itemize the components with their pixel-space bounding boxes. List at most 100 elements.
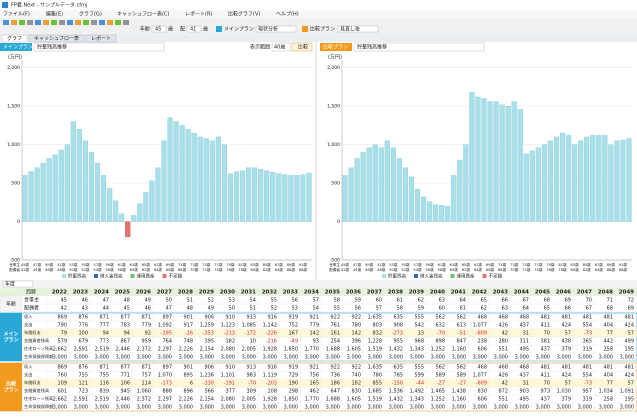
menu-item[interactable]: ヘルプ(H) <box>276 12 299 18</box>
cell: 3,000 <box>284 405 298 411</box>
toolbar-button[interactable] <box>35 20 41 25</box>
cell: 1,160 <box>452 397 466 403</box>
x-tick-label: 50歳 <box>69 267 78 272</box>
year-cell: 2035 <box>325 290 340 296</box>
cell: 2,080 <box>221 347 235 353</box>
toolbar-button[interactable] <box>75 20 81 25</box>
main-plan-field[interactable] <box>255 25 297 33</box>
bar <box>46 158 52 222</box>
spouse-field[interactable] <box>186 25 202 33</box>
y-tick-label: 1,000 <box>327 142 340 148</box>
toolbar-button[interactable] <box>51 20 57 25</box>
cell: 760 <box>57 373 67 379</box>
cell: 898 <box>435 339 445 345</box>
cell: 1,850 <box>284 397 298 403</box>
cell: 106 <box>120 381 130 387</box>
compare-graph-select[interactable] <box>353 42 485 52</box>
compare-button[interactable] <box>291 42 313 52</box>
cell: 3,000 <box>137 355 151 361</box>
toolbar-button[interactable] <box>43 20 49 25</box>
cell: 395 <box>204 339 214 345</box>
cell: 780 <box>372 373 382 379</box>
age-field[interactable] <box>151 25 167 33</box>
cell: 426 <box>498 373 508 379</box>
cell: -150 <box>392 381 403 387</box>
x-tick-label: 42歳 <box>341 267 350 272</box>
cell: 61 <box>460 306 466 312</box>
menu-item[interactable]: キャッシュフロー表(C) <box>117 11 169 18</box>
menu-item[interactable]: レポート(R) <box>185 11 212 18</box>
menu-item[interactable]: 編集(E) <box>46 11 63 18</box>
tab[interactable] <box>85 34 117 43</box>
toolbar-button[interactable] <box>27 20 33 25</box>
bar <box>131 215 137 222</box>
year-cell: 2033 <box>283 290 298 296</box>
toolbar-button[interactable] <box>107 20 113 25</box>
range-select[interactable] <box>271 42 291 52</box>
table-toolbar <box>0 280 637 288</box>
main-graph-select[interactable] <box>33 42 165 52</box>
tab-label[interactable]: レポート <box>91 35 111 42</box>
cell: 871 <box>141 315 151 321</box>
toolbar-button[interactable] <box>91 20 97 25</box>
cell: 1,928 <box>263 397 277 403</box>
cell: 10 <box>250 339 256 345</box>
toolbar-button[interactable] <box>123 20 129 25</box>
cell: 2,154 <box>200 397 214 403</box>
cell: 66 <box>565 306 571 312</box>
bar <box>408 176 415 222</box>
bar <box>541 144 547 222</box>
tab[interactable] <box>1 34 28 43</box>
menu-item[interactable]: グラフ(G) <box>79 11 102 18</box>
toolbar-button[interactable] <box>19 20 25 25</box>
cell: 871 <box>99 365 109 371</box>
toolbar-button[interactable] <box>59 20 65 25</box>
cell: 901 <box>183 365 193 371</box>
cell: 31 <box>523 381 529 387</box>
x-tick-label: 83歳 <box>251 262 260 267</box>
cell: -195 <box>161 331 172 337</box>
compare-button-label[interactable]: 比較 <box>298 44 308 51</box>
x-tick-label: 89歳 <box>287 262 296 267</box>
year-cell: 2024 <box>94 290 109 296</box>
year-cell: 2031 <box>241 290 256 296</box>
cell: 3,000 <box>578 405 592 411</box>
tab[interactable] <box>28 34 85 43</box>
cell: 48 <box>124 298 130 304</box>
tab-label[interactable]: キャッシュフロー表 <box>34 35 79 42</box>
cell: 437 <box>519 373 529 379</box>
bar <box>602 135 608 222</box>
x-tick-label: 69歳 <box>166 262 175 267</box>
x-tick-label: 72歳 <box>202 267 211 272</box>
toolbar-button[interactable] <box>99 20 105 25</box>
row-label: 配偶者 <box>24 305 39 312</box>
toolbar-button[interactable] <box>115 20 121 25</box>
main-plan-label: メインプラン <box>224 27 254 33</box>
menu-item[interactable]: ファイル(F) <box>3 12 30 18</box>
cell: 1,928 <box>263 347 277 353</box>
bar <box>529 150 535 222</box>
cell: 280 <box>498 339 508 345</box>
cell: -330 <box>203 381 214 387</box>
y-tick-label: 2,000 <box>7 65 20 71</box>
cell: 195 <box>624 397 634 403</box>
toolbar-button[interactable] <box>83 20 89 25</box>
y-tick-label: 1,000 <box>7 142 20 148</box>
cell: -273 <box>392 331 403 337</box>
table-mode-select[interactable] <box>2 280 34 288</box>
cell: 783 <box>120 323 130 329</box>
cell: 3,000 <box>599 355 613 361</box>
menu-item[interactable]: 比較グラフ(V) <box>228 11 260 18</box>
cell: 47 <box>166 306 172 312</box>
cell: 3,000 <box>200 405 214 411</box>
y-unit: (万円) <box>328 55 342 61</box>
row-label: 世帯主 <box>24 297 39 304</box>
cell: 311 <box>519 339 529 345</box>
bar <box>402 167 409 222</box>
legend-swatch <box>382 274 386 278</box>
toolbar-button[interactable] <box>3 20 9 25</box>
toolbar-button[interactable] <box>67 20 73 25</box>
compare-plan-field[interactable] <box>337 25 379 33</box>
toolbar-button[interactable] <box>11 20 17 25</box>
tab-label[interactable]: グラフ <box>7 35 22 42</box>
